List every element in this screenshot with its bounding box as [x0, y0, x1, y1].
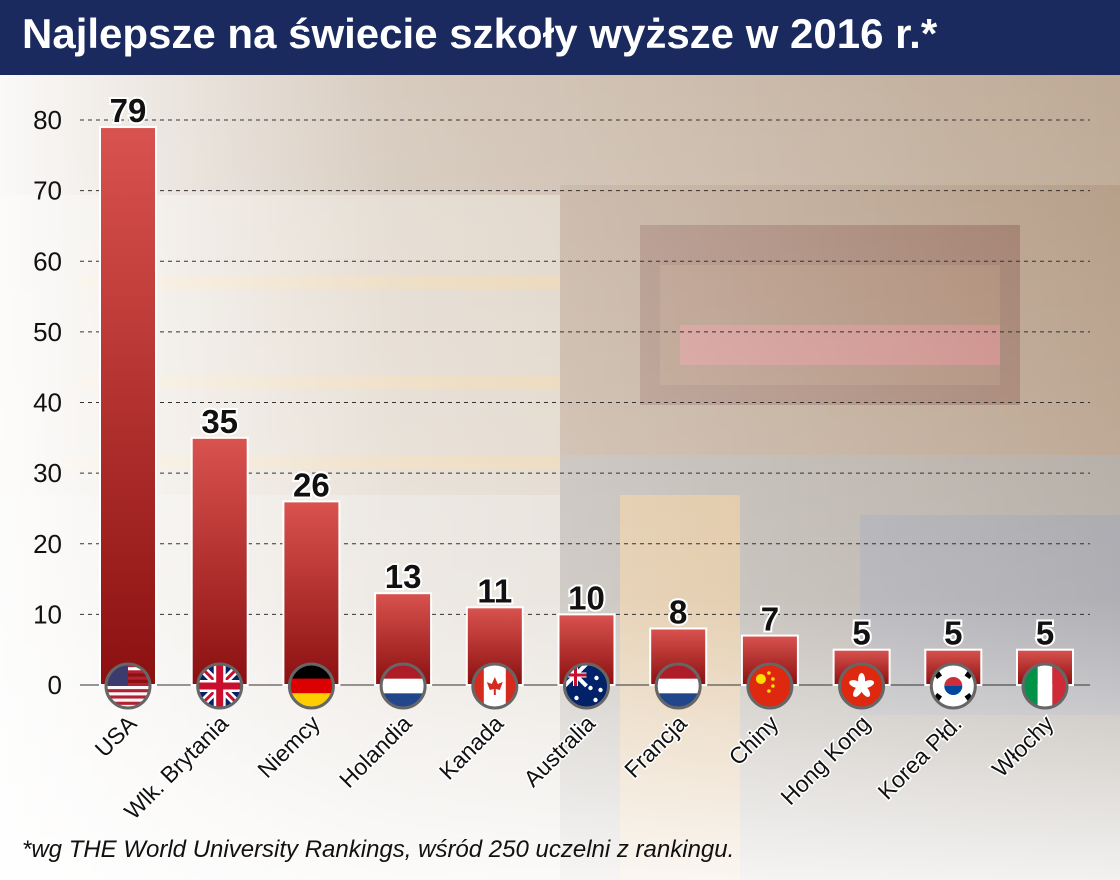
china-flag-icon — [746, 662, 794, 710]
data-label: 8 — [669, 594, 687, 631]
korea-flag-icon — [929, 662, 977, 710]
us-flag-icon — [104, 662, 152, 710]
y-tick-label: 50 — [33, 317, 62, 347]
germany-flag-icon — [287, 662, 335, 710]
footnote: *wg THE World University Rankings, wśród… — [22, 836, 735, 863]
data-labels: 79 35 26 13 11 10 8 7 5 5 5 — [108, 90, 1057, 654]
y-axis-ticks: 0 10 20 30 40 50 60 70 80 — [33, 105, 62, 700]
data-label: 13 — [385, 558, 422, 595]
data-label: 35 — [201, 403, 238, 440]
chart-title: Najlepsze na świecie szkoły wyższe w 201… — [22, 10, 938, 57]
data-label: 79 — [110, 92, 147, 129]
canada-flag-icon — [471, 662, 519, 710]
data-label: 10 — [568, 579, 605, 616]
library-photo — [0, 75, 1120, 880]
title-bar: Najlepsze na świecie szkoły wyższe w 201… — [0, 0, 1120, 75]
y-tick-label: 60 — [33, 246, 62, 276]
data-label: 26 — [293, 466, 330, 503]
y-tick-label: 10 — [33, 599, 62, 629]
data-label: 5 — [852, 615, 870, 652]
france-flag-icon — [654, 662, 702, 710]
y-tick-label: 0 — [48, 670, 62, 700]
y-tick-label: 20 — [33, 529, 62, 559]
x-tick-label: Kanada — [434, 710, 509, 785]
y-tick-label: 30 — [33, 458, 62, 488]
hongkong-flag-icon — [838, 662, 886, 710]
bar — [282, 500, 341, 686]
data-label: 5 — [1036, 615, 1054, 652]
y-tick-label: 70 — [33, 176, 62, 206]
data-label: 11 — [477, 572, 512, 609]
data-label: 7 — [761, 601, 779, 638]
data-label: 5 — [944, 615, 962, 652]
x-tick-label: Holandia — [334, 710, 417, 793]
x-tick-label: Francja — [619, 710, 692, 783]
y-tick-label: 80 — [33, 105, 62, 135]
x-tick-label: Hong Kong — [775, 710, 875, 810]
x-tick-label: Australia — [518, 710, 600, 792]
x-tick-label: Niemcy — [252, 710, 325, 783]
x-tick-label: Chiny — [723, 710, 783, 770]
x-tick-label: USA — [90, 710, 142, 762]
x-tick-label: Włochy — [987, 710, 1059, 782]
library-background-image — [0, 75, 1120, 880]
bar — [190, 436, 249, 686]
italy-flag-icon — [1021, 662, 1069, 710]
bar — [99, 126, 157, 686]
netherlands-flag-icon — [379, 662, 427, 710]
y-tick-label: 40 — [33, 388, 62, 418]
australia-flag-icon — [563, 662, 610, 710]
uk-flag-icon — [196, 662, 244, 710]
flags — [104, 662, 1069, 710]
x-tick-label: Korea Płd. — [873, 710, 967, 804]
